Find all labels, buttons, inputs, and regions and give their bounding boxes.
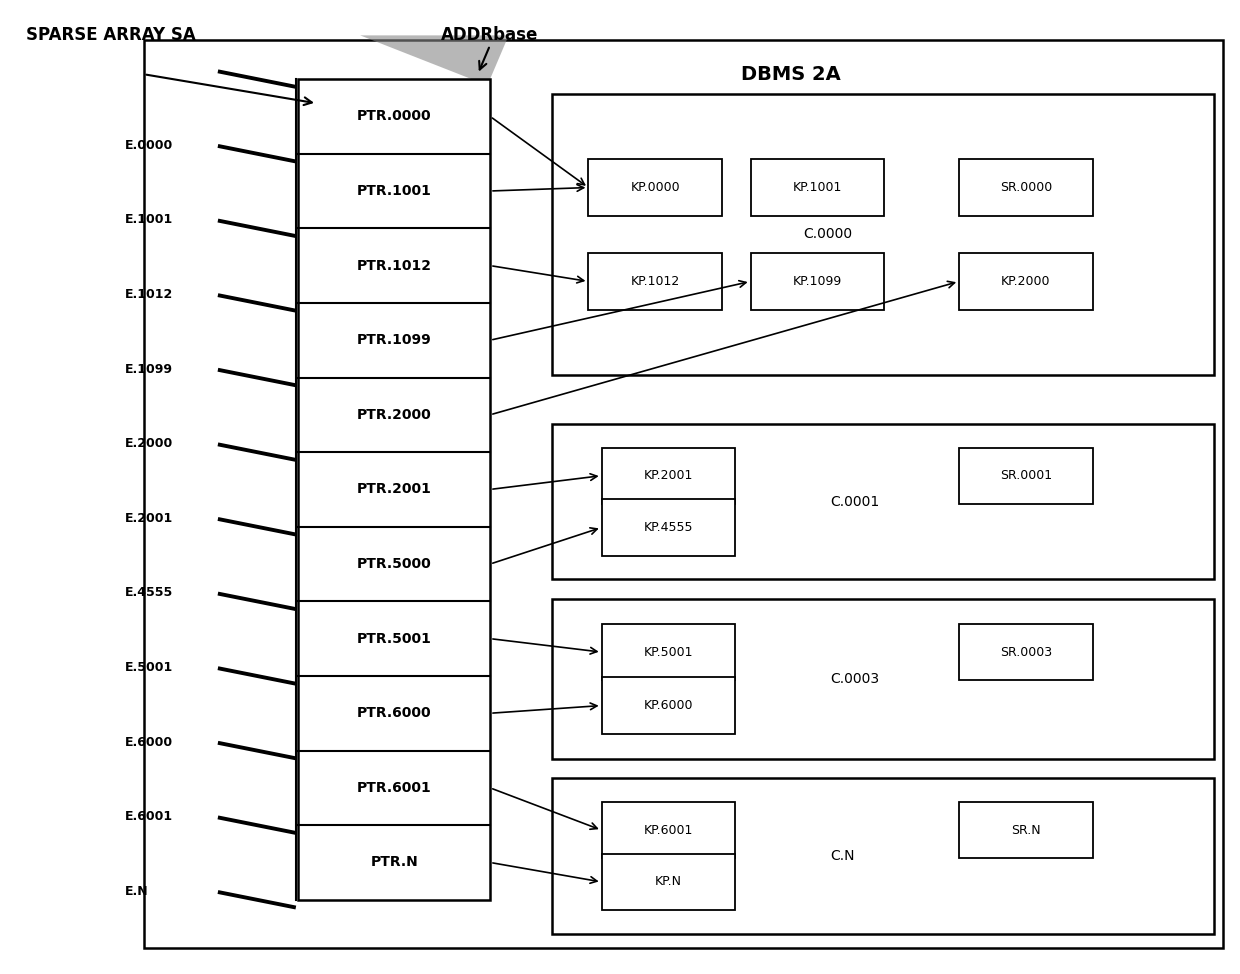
Text: KP.2001: KP.2001 (644, 469, 693, 482)
Text: ADDRbase: ADDRbase (441, 25, 538, 44)
FancyBboxPatch shape (601, 854, 735, 910)
Text: E.1099: E.1099 (125, 362, 174, 376)
FancyBboxPatch shape (299, 79, 490, 900)
Text: KP.N: KP.N (655, 876, 682, 888)
Text: E.1001: E.1001 (125, 213, 174, 226)
FancyBboxPatch shape (601, 802, 735, 858)
Text: KP.2000: KP.2000 (1001, 275, 1050, 288)
Text: PTR.2000: PTR.2000 (357, 408, 432, 422)
FancyBboxPatch shape (750, 253, 884, 310)
Text: PTR.2001: PTR.2001 (357, 482, 432, 497)
Text: E.6000: E.6000 (125, 735, 174, 749)
Text: KP.6001: KP.6001 (644, 824, 693, 837)
Text: C.0000: C.0000 (804, 228, 853, 242)
FancyBboxPatch shape (144, 40, 1223, 949)
FancyBboxPatch shape (552, 94, 1214, 375)
Text: E.N: E.N (125, 884, 149, 898)
Text: SR.0001: SR.0001 (999, 469, 1052, 482)
Text: KP.6000: KP.6000 (644, 699, 693, 712)
FancyBboxPatch shape (959, 160, 1092, 215)
Text: KP.0000: KP.0000 (630, 181, 680, 194)
Text: SR.0003: SR.0003 (999, 646, 1052, 658)
FancyBboxPatch shape (552, 424, 1214, 580)
FancyBboxPatch shape (959, 447, 1092, 504)
Text: KP.4555: KP.4555 (644, 521, 693, 534)
Text: SR.0000: SR.0000 (999, 181, 1052, 194)
Text: SR.N: SR.N (1011, 824, 1040, 837)
FancyBboxPatch shape (959, 802, 1092, 858)
FancyBboxPatch shape (959, 253, 1092, 310)
FancyBboxPatch shape (750, 160, 884, 215)
Text: KP.1001: KP.1001 (792, 181, 842, 194)
Text: E.5001: E.5001 (125, 661, 174, 674)
Text: PTR.1099: PTR.1099 (357, 333, 432, 347)
Text: PTR.6000: PTR.6000 (357, 706, 432, 720)
FancyBboxPatch shape (552, 599, 1214, 759)
Text: PTR.6001: PTR.6001 (357, 781, 432, 795)
Text: PTR.N: PTR.N (371, 855, 418, 870)
Text: C.0001: C.0001 (830, 495, 879, 508)
FancyBboxPatch shape (601, 500, 735, 555)
FancyBboxPatch shape (601, 624, 735, 680)
Text: E.2000: E.2000 (125, 437, 174, 450)
Text: E.4555: E.4555 (125, 586, 174, 599)
Text: E.0000: E.0000 (125, 138, 174, 152)
Text: PTR.5001: PTR.5001 (357, 632, 432, 646)
Text: PTR.5000: PTR.5000 (357, 557, 432, 571)
Text: KP.1012: KP.1012 (631, 275, 680, 288)
Polygon shape (360, 35, 508, 79)
Text: PTR.0000: PTR.0000 (357, 109, 432, 124)
Text: KP.5001: KP.5001 (644, 646, 693, 658)
Text: E.1012: E.1012 (125, 288, 174, 301)
FancyBboxPatch shape (601, 677, 735, 733)
FancyBboxPatch shape (959, 624, 1092, 680)
Text: KP.1099: KP.1099 (792, 275, 842, 288)
Text: C.N: C.N (830, 849, 854, 863)
Text: C.0003: C.0003 (830, 672, 879, 686)
Text: PTR.1012: PTR.1012 (357, 259, 432, 273)
Text: DBMS 2A: DBMS 2A (742, 64, 841, 84)
FancyBboxPatch shape (552, 778, 1214, 934)
FancyBboxPatch shape (601, 447, 735, 504)
FancyBboxPatch shape (588, 160, 722, 215)
Text: SPARSE ARRAY SA: SPARSE ARRAY SA (26, 25, 196, 44)
Text: PTR.1001: PTR.1001 (357, 184, 432, 198)
FancyBboxPatch shape (588, 253, 722, 310)
Text: E.2001: E.2001 (125, 511, 174, 525)
Text: E.6001: E.6001 (125, 810, 174, 823)
